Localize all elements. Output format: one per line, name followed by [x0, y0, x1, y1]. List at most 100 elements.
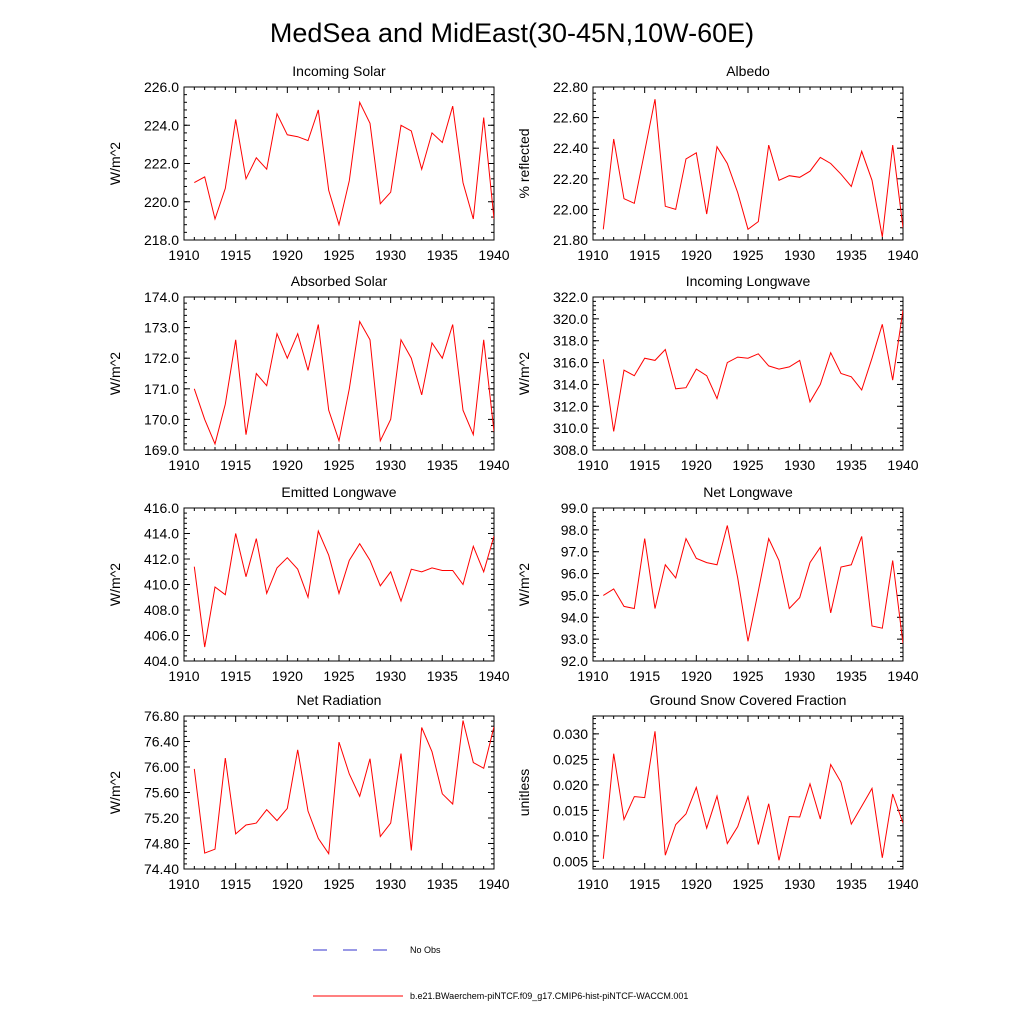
x-tick-label: 1925	[732, 876, 763, 892]
y-tick-label: 0.015	[553, 802, 588, 818]
plot-frame	[183, 86, 495, 241]
x-tick-label: 1925	[323, 457, 354, 473]
y-tick-label: 312.0	[553, 398, 588, 414]
y-tick-label: 94.0	[561, 609, 588, 625]
y-tick-label: 172.0	[144, 350, 179, 366]
x-tick-label: 1920	[681, 247, 712, 263]
x-tick-label: 1925	[732, 668, 763, 684]
x-tick-label: 1930	[375, 876, 406, 892]
y-axis-label: W/m^2	[107, 771, 123, 814]
y-tick-label: 76.80	[144, 708, 179, 724]
x-tick-label: 1925	[732, 457, 763, 473]
x-tick-label: 1930	[375, 457, 406, 473]
panel-incoming-longwave: Incoming Longwave W/m^2 1910 1915 1920 1925 19…	[516, 273, 919, 473]
y-tick-label: 404.0	[144, 653, 179, 669]
panel-title: Ground Snow Covered Fraction	[650, 692, 847, 708]
x-tick-label: 1910	[577, 876, 608, 892]
panel-grid: Incoming Solar W/m^2 1910 1915 1920 1925 1930 1…	[107, 63, 919, 892]
panel-title: Net Longwave	[703, 484, 793, 500]
y-tick-label: 21.80	[553, 232, 588, 248]
x-tick-label: 1910	[577, 668, 608, 684]
x-tick-label: 1920	[272, 247, 303, 263]
x-tick-label: 1925	[323, 876, 354, 892]
x-tick-label: 1935	[836, 247, 867, 263]
series-line-net-radiation	[193, 720, 494, 856]
plot-frame	[592, 715, 904, 870]
y-tick-label: 74.40	[144, 861, 179, 877]
legend: No Obs b.e21.BWaerchem-piNTCF.f09_g17.CM…	[313, 945, 688, 1001]
panel-net-longwave: Net Longwave W/m^2 1910 1915 1920 1925 1930 193…	[516, 484, 919, 684]
y-tick-label: 170.0	[144, 411, 179, 427]
y-axis-label: W/m^2	[516, 352, 532, 395]
series-line-ground-snow-covered-fraction	[602, 731, 903, 861]
y-tick-label: 322.0	[553, 289, 588, 305]
x-tick-label: 1930	[784, 457, 815, 473]
y-axis-label: W/m^2	[107, 352, 123, 395]
panel-title: Incoming Longwave	[686, 273, 811, 289]
panel-ground-snow-covered-fraction: Ground Snow Covered Fraction unitless 1910…	[516, 692, 919, 892]
y-tick-label: 95.0	[561, 587, 588, 603]
x-tick-label: 1920	[272, 668, 303, 684]
plot-frame	[592, 296, 904, 451]
x-tick-label: 1930	[375, 247, 406, 263]
x-tick-label: 1940	[887, 247, 918, 263]
x-tick-label: 1915	[220, 457, 251, 473]
x-tick-label: 1910	[577, 247, 608, 263]
y-tick-label: 320.0	[553, 311, 588, 327]
y-tick-label: 410.0	[144, 577, 179, 593]
series-line-albedo	[602, 99, 903, 237]
x-tick-label: 1930	[375, 668, 406, 684]
y-tick-label: 412.0	[144, 551, 179, 567]
x-tick-label: 1940	[478, 668, 509, 684]
x-tick-label: 1925	[323, 247, 354, 263]
x-tick-label: 1915	[220, 668, 251, 684]
x-tick-label: 1920	[681, 668, 712, 684]
y-tick-label: 0.005	[553, 853, 588, 869]
y-tick-label: 226.0	[144, 79, 179, 95]
x-tick-label: 1935	[836, 668, 867, 684]
x-tick-label: 1920	[272, 876, 303, 892]
panel-title: Incoming Solar	[292, 63, 386, 79]
x-tick-label: 1915	[220, 247, 251, 263]
y-tick-label: 75.60	[144, 785, 179, 801]
y-tick-label: 75.20	[144, 810, 179, 826]
x-tick-label: 1935	[427, 247, 458, 263]
y-tick-label: 406.0	[144, 628, 179, 644]
series-line-incoming-longwave	[602, 310, 903, 432]
series-line-incoming-solar	[194, 100, 494, 227]
panel-title: Absorbed Solar	[291, 273, 388, 289]
y-tick-label: 318.0	[553, 333, 588, 349]
y-tick-label: 174.0	[144, 289, 179, 305]
x-tick-label: 1920	[681, 457, 712, 473]
x-tick-label: 1940	[478, 457, 509, 473]
x-tick-label: 1925	[732, 247, 763, 263]
x-tick-label: 1915	[629, 457, 660, 473]
y-tick-label: 0.020	[553, 777, 588, 793]
y-tick-label: 314.0	[553, 376, 588, 392]
plot-frame	[592, 86, 904, 241]
y-tick-label: 316.0	[553, 355, 588, 371]
legend-model-label: b.e21.BWaerchem-piNTCF.f09_g17.CMIP6-his…	[410, 991, 688, 1001]
x-tick-label: 1920	[272, 457, 303, 473]
y-tick-label: 22.60	[553, 110, 588, 126]
y-tick-label: 76.00	[144, 759, 179, 775]
y-tick-label: 96.0	[561, 566, 588, 582]
x-tick-label: 1935	[836, 876, 867, 892]
panel-emitted-longwave: Emitted Longwave W/m^2 1910 1915 1920 1925 193…	[107, 484, 510, 684]
y-tick-label: 99.0	[561, 500, 588, 516]
x-tick-label: 1925	[323, 668, 354, 684]
y-axis-label: % reflected	[516, 128, 532, 198]
figure-title: MedSea and MidEast(30-45N,10W-60E)	[270, 18, 754, 48]
x-tick-label: 1940	[478, 247, 509, 263]
y-axis-label: W/m^2	[107, 142, 123, 185]
x-tick-label: 1910	[577, 457, 608, 473]
y-tick-label: 93.0	[561, 631, 588, 647]
y-tick-label: 222.0	[144, 156, 179, 172]
y-tick-label: 224.0	[144, 117, 179, 133]
y-tick-label: 310.0	[553, 420, 588, 436]
x-tick-label: 1910	[168, 247, 199, 263]
x-tick-label: 1915	[629, 876, 660, 892]
y-tick-label: 98.0	[561, 522, 588, 538]
panel-net-radiation: Net Radiation W/m^2 1910 1915 1920 1925 1930 19…	[107, 692, 510, 892]
